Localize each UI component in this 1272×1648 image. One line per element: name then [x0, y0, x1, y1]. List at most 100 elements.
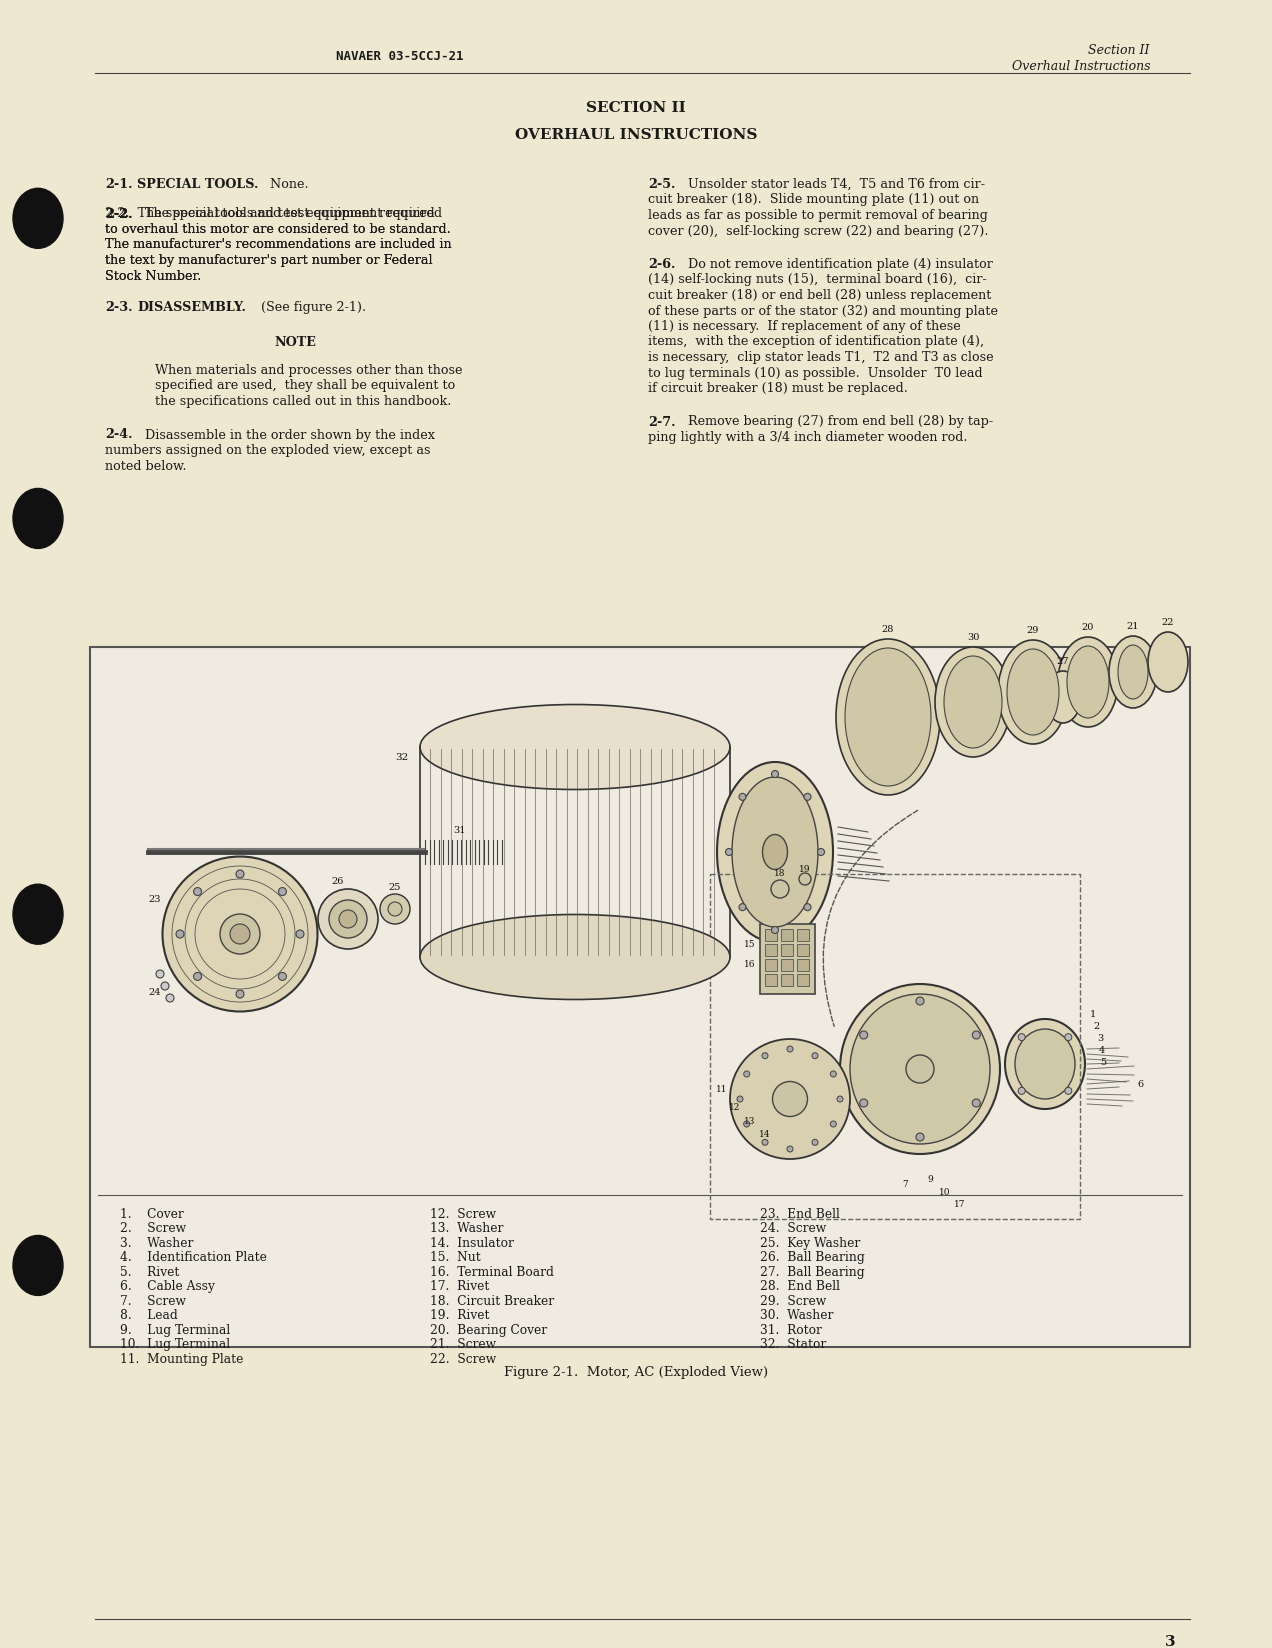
Text: 4.    Identification Plate: 4. Identification Plate: [120, 1251, 267, 1264]
Bar: [781, 974, 792, 987]
Text: 30.  Washer: 30. Washer: [759, 1309, 833, 1322]
Text: 10.  Lug Terminal: 10. Lug Terminal: [120, 1338, 230, 1351]
Bar: [90, 648, 1191, 1346]
Text: 2-4.: 2-4.: [106, 428, 132, 442]
Text: 25: 25: [389, 883, 401, 892]
Ellipse shape: [1065, 1088, 1072, 1094]
Text: 20.  Bearing Cover: 20. Bearing Cover: [430, 1323, 547, 1337]
Ellipse shape: [730, 1040, 850, 1159]
Text: 2-2.: 2-2.: [106, 208, 132, 221]
Text: 30: 30: [967, 633, 979, 643]
Text: 12: 12: [729, 1103, 740, 1112]
Text: 25.  Key Washer: 25. Key Washer: [759, 1236, 860, 1249]
Ellipse shape: [831, 1071, 836, 1078]
Text: 1: 1: [1090, 1010, 1096, 1018]
Ellipse shape: [420, 705, 730, 789]
Text: items,  with the exception of identification plate (4),: items, with the exception of identificat…: [647, 335, 985, 348]
Text: 31.  Rotor: 31. Rotor: [759, 1323, 822, 1337]
Ellipse shape: [296, 931, 304, 938]
Bar: [759, 925, 815, 994]
Text: noted below.: noted below.: [106, 460, 187, 473]
Ellipse shape: [860, 1099, 868, 1107]
Ellipse shape: [1046, 672, 1081, 723]
Ellipse shape: [772, 1081, 808, 1117]
Ellipse shape: [1067, 646, 1109, 719]
Text: leads as far as possible to permit removal of bearing: leads as far as possible to permit remov…: [647, 209, 988, 222]
Text: 16: 16: [744, 959, 756, 969]
Bar: [798, 959, 809, 971]
Text: NOTE: NOTE: [273, 336, 315, 349]
Ellipse shape: [906, 1055, 934, 1083]
Text: to overhaul this motor are considered to be standard.: to overhaul this motor are considered to…: [106, 222, 450, 236]
Ellipse shape: [804, 794, 812, 801]
Text: 2.    Screw: 2. Screw: [120, 1221, 186, 1234]
Ellipse shape: [1109, 636, 1158, 709]
Text: (See figure 2-1).: (See figure 2-1).: [253, 302, 366, 313]
Text: 28: 28: [881, 625, 894, 634]
Text: 17.  Rivet: 17. Rivet: [430, 1280, 490, 1292]
Text: 24: 24: [149, 987, 162, 997]
Text: 17: 17: [954, 1200, 965, 1208]
Bar: [798, 929, 809, 941]
Text: 2-6.: 2-6.: [647, 257, 675, 270]
Ellipse shape: [1065, 1033, 1072, 1042]
Text: to overhaul this motor are considered to be standard.: to overhaul this motor are considered to…: [106, 222, 450, 236]
Ellipse shape: [944, 656, 1002, 748]
Text: Remove bearing (27) from end bell (28) by tap-: Remove bearing (27) from end bell (28) b…: [681, 415, 993, 428]
Ellipse shape: [762, 1053, 768, 1060]
Ellipse shape: [787, 1046, 792, 1053]
Text: cuit breaker (18) or end bell (28) unless replacement: cuit breaker (18) or end bell (28) unles…: [647, 288, 991, 302]
Text: 16.  Terminal Board: 16. Terminal Board: [430, 1266, 553, 1279]
Ellipse shape: [1058, 638, 1118, 727]
Text: 9.    Lug Terminal: 9. Lug Terminal: [120, 1323, 230, 1337]
Text: 2: 2: [1094, 1022, 1100, 1032]
Ellipse shape: [230, 925, 251, 944]
Ellipse shape: [156, 971, 164, 979]
Ellipse shape: [1118, 646, 1149, 699]
Text: 32: 32: [396, 753, 408, 761]
Ellipse shape: [329, 900, 368, 938]
Ellipse shape: [762, 1140, 768, 1145]
Text: 2-2.  The special tools and test equipment required: 2-2. The special tools and test equipmen…: [106, 208, 435, 221]
Text: (14) self-locking nuts (15),  terminal board (16),  cir-: (14) self-locking nuts (15), terminal bo…: [647, 274, 987, 287]
Bar: [764, 974, 777, 987]
Text: ping lightly with a 3/4 inch diameter wooden rod.: ping lightly with a 3/4 inch diameter wo…: [647, 430, 968, 443]
Text: 3: 3: [1096, 1033, 1103, 1043]
Text: Disassemble in the order shown by the index: Disassemble in the order shown by the in…: [137, 428, 435, 442]
Text: 23: 23: [149, 895, 162, 905]
Text: 13: 13: [744, 1117, 756, 1126]
Text: 9: 9: [927, 1175, 932, 1183]
Text: 28.  End Bell: 28. End Bell: [759, 1280, 840, 1292]
Text: None.: None.: [262, 178, 309, 191]
Text: the text by manufacturer's part number or Federal: the text by manufacturer's part number o…: [106, 254, 432, 267]
Text: NAVAER 03-5CCJ-21: NAVAER 03-5CCJ-21: [336, 51, 464, 64]
Ellipse shape: [739, 905, 745, 911]
Ellipse shape: [1018, 1033, 1025, 1042]
Bar: [781, 929, 792, 941]
Ellipse shape: [744, 1071, 749, 1078]
Ellipse shape: [1018, 1088, 1025, 1094]
Text: 7: 7: [902, 1180, 908, 1188]
Ellipse shape: [762, 836, 787, 870]
Text: 2-2.: 2-2.: [106, 208, 132, 221]
Text: 5.    Rivet: 5. Rivet: [120, 1266, 179, 1279]
Text: 20: 20: [1081, 623, 1094, 633]
Ellipse shape: [845, 649, 931, 786]
Text: 23.  End Bell: 23. End Bell: [759, 1208, 840, 1220]
Text: 22.  Screw: 22. Screw: [430, 1351, 496, 1365]
Text: 19: 19: [799, 865, 810, 873]
Text: 29: 29: [1027, 626, 1039, 634]
Ellipse shape: [799, 873, 812, 885]
Text: 2-3.: 2-3.: [106, 302, 132, 313]
Ellipse shape: [13, 489, 64, 549]
Ellipse shape: [818, 849, 824, 855]
Text: OVERHAUL INSTRUCTIONS: OVERHAUL INSTRUCTIONS: [515, 129, 757, 142]
Text: (11) is necessary.  If replacement of any of these: (11) is necessary. If replacement of any…: [647, 320, 960, 333]
Ellipse shape: [13, 190, 64, 249]
Ellipse shape: [860, 1032, 868, 1040]
Ellipse shape: [725, 849, 733, 855]
Text: 7.    Screw: 7. Screw: [120, 1294, 186, 1307]
Text: cover (20),  self-locking screw (22) and bearing (27).: cover (20), self-locking screw (22) and …: [647, 224, 988, 237]
Text: Stock Number.: Stock Number.: [106, 269, 201, 282]
Ellipse shape: [340, 910, 357, 928]
